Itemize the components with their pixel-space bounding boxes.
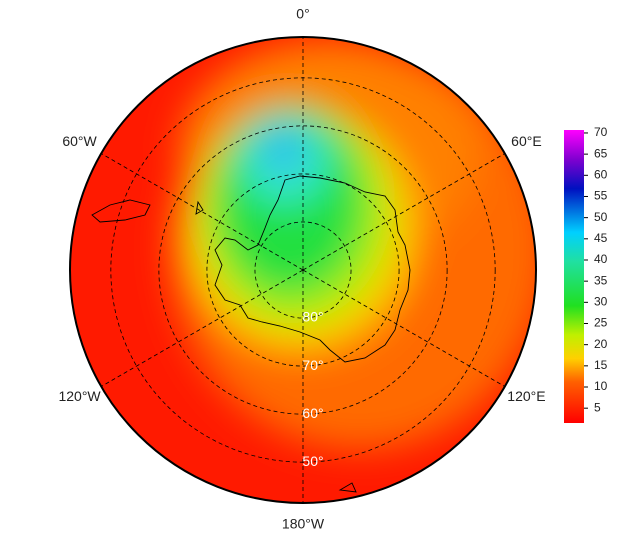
colorbar-tick-label: 10 <box>594 379 608 393</box>
latitude-label: 60° <box>302 405 323 421</box>
latitude-label: 70° <box>302 357 323 373</box>
longitude-label: 120°W <box>58 388 101 404</box>
colorbar-tick-label: 65 <box>594 146 608 160</box>
colorbar-tick-label: 45 <box>594 231 608 245</box>
latitude-circle <box>158 125 448 415</box>
meridian <box>302 269 505 387</box>
meridian <box>101 153 304 271</box>
longitude-label: 60°W <box>62 133 97 149</box>
graticule <box>101 37 505 503</box>
island-coast <box>195 200 204 215</box>
colorbar-tick-label: 30 <box>594 294 608 308</box>
longitude-label: 60°E <box>511 133 542 149</box>
latitude-label: 50° <box>302 453 323 469</box>
colorbar-tick-label: 40 <box>594 252 608 266</box>
colorbar-tick-label: 60 <box>594 167 608 181</box>
field <box>70 37 536 503</box>
colorbar-tick-label: 25 <box>594 316 608 330</box>
colorbar-tick-label: 55 <box>594 189 608 203</box>
latitude-label: 80° <box>302 309 323 325</box>
meridian <box>101 269 304 387</box>
longitude-label: 120°E <box>507 388 545 404</box>
colorbar-ramp <box>564 130 584 423</box>
map-border <box>69 36 537 504</box>
south-america-coast <box>91 199 151 223</box>
antarctica-coast <box>214 175 411 363</box>
longitude-label: 0° <box>296 6 309 22</box>
colorbar-tick-label: 15 <box>594 358 608 372</box>
field-blobs <box>170 40 536 450</box>
latitude-circle <box>254 221 352 319</box>
colorbar-tick-label: 5 <box>594 400 601 414</box>
colorbar-tick-label: 35 <box>594 273 608 287</box>
latitude-circle <box>206 173 400 367</box>
island-coast <box>338 482 357 493</box>
longitude-label: 180°W <box>282 516 325 532</box>
graticule-labels: 50° 60° 70° 80° 0° 60°E 120°E 180°W 120°W 60°W <box>58 6 545 532</box>
colorbar-tick-label: 20 <box>594 337 608 351</box>
colorbar-tick-label: 70 <box>594 125 608 139</box>
coastlines <box>91 175 411 493</box>
meridian <box>302 153 505 271</box>
colorbar: 5 10 15 20 25 30 35 40 45 50 55 60 65 70 <box>564 125 608 423</box>
colorbar-tick-label: 50 <box>594 210 608 224</box>
